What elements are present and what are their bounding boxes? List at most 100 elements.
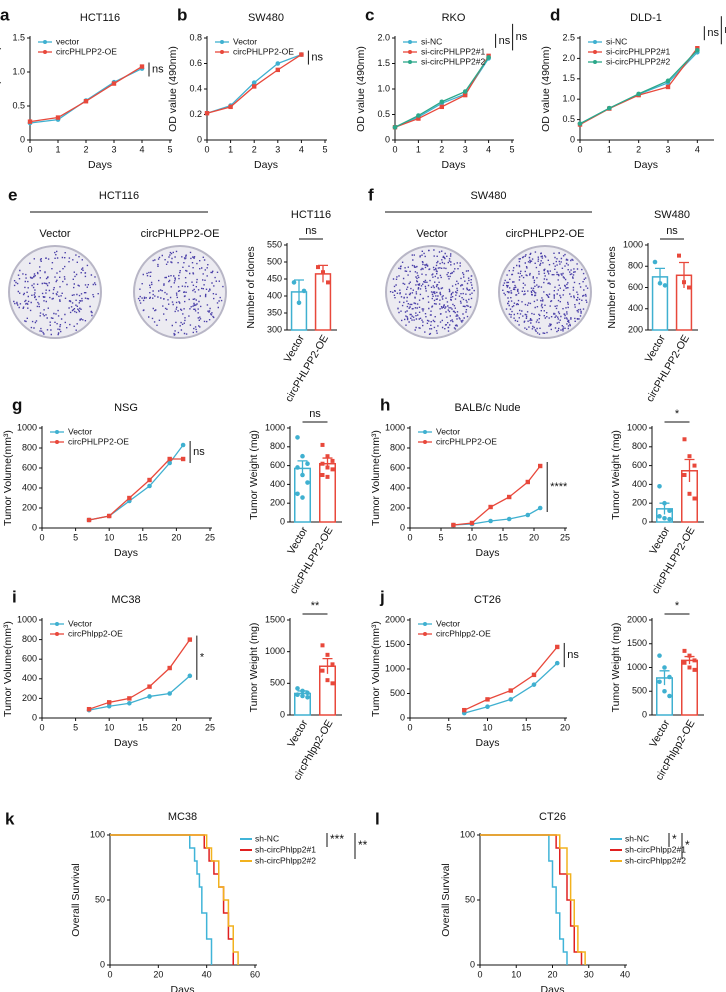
- y-tick-label: 800: [632, 441, 647, 451]
- significance-label: ns: [516, 31, 528, 43]
- point: [682, 280, 686, 285]
- x-axis-label: Days: [114, 737, 138, 749]
- y-tick-label: 800: [270, 441, 285, 451]
- point: [662, 665, 667, 670]
- legend-label: Vector: [68, 426, 92, 436]
- significance-label: *: [685, 838, 690, 852]
- y-tick-label: 600: [270, 460, 285, 470]
- point: [86, 517, 92, 523]
- legend-marker: [408, 60, 412, 64]
- legend-marker: [220, 40, 224, 44]
- x-tick-label: 3: [463, 144, 468, 154]
- x-tick-label: 15: [138, 722, 148, 732]
- y-tick-label: 2.5: [562, 32, 575, 42]
- legend-label: circPHLPP2-OE: [68, 436, 129, 446]
- x-axis-label: Days: [88, 159, 112, 171]
- significance-label: ns: [311, 51, 323, 63]
- chart-title: NSG: [114, 402, 138, 414]
- y-axis-label: Tumor Volume(mm³): [2, 621, 14, 717]
- point: [330, 467, 335, 472]
- image-label: Vector: [416, 228, 448, 240]
- legend-label: circPHLPP2-OE: [56, 46, 117, 56]
- point: [167, 460, 172, 466]
- y-tick-label: 1000: [385, 422, 405, 432]
- x-tick-label: 3: [665, 144, 670, 154]
- point: [127, 495, 132, 501]
- point: [147, 477, 152, 483]
- x-tick-label: 10: [104, 722, 114, 732]
- point: [662, 515, 667, 521]
- x-tick-label: 1: [607, 144, 612, 154]
- point: [147, 684, 152, 689]
- significance-label: *: [672, 832, 677, 846]
- legend-marker: [55, 632, 59, 636]
- point: [147, 694, 152, 699]
- point: [325, 474, 330, 479]
- legend-label: sh-NC: [625, 833, 649, 843]
- point: [554, 660, 560, 666]
- y-tick-label: 0: [280, 709, 285, 719]
- point: [320, 473, 325, 477]
- x-tick-label: 4: [139, 144, 144, 154]
- point: [301, 288, 307, 294]
- panel-letter: l: [375, 809, 380, 828]
- legend-marker: [593, 60, 597, 64]
- point: [687, 285, 691, 290]
- y-axis-label: Number of clones: [245, 246, 257, 328]
- x-tick-label: 10: [467, 532, 477, 542]
- point: [325, 652, 330, 657]
- x-tick-label: 3: [275, 144, 280, 154]
- legend-label: sh-circPhlpp2#1: [255, 844, 316, 854]
- x-tick-label: 10: [482, 722, 492, 732]
- point: [692, 463, 697, 468]
- point: [320, 442, 325, 447]
- significance-label: *: [200, 652, 205, 664]
- point: [662, 500, 667, 506]
- x-tick-label: 20: [153, 969, 163, 979]
- x-tick-label: 5: [322, 144, 327, 154]
- panel-letter: a: [0, 5, 10, 24]
- point: [416, 113, 421, 118]
- y-tick-label: 200: [632, 498, 647, 508]
- legend-marker: [593, 50, 597, 54]
- y-axis-label: Tumor Volume(mm³): [370, 621, 382, 717]
- point: [577, 121, 583, 126]
- y-tick-label: 2000: [627, 614, 647, 624]
- x-tick-label: 0: [577, 144, 582, 154]
- series-line: [394, 58, 490, 128]
- point: [636, 91, 641, 97]
- y-axis-label: Tumor Volume(mm³): [370, 430, 382, 526]
- legend-marker: [423, 430, 427, 434]
- legend-label: sh-circPhlpp2#2: [625, 855, 686, 865]
- x-axis-label: Days: [541, 984, 565, 992]
- x-tick-label: 10: [104, 532, 114, 542]
- point: [488, 518, 493, 524]
- significance-label: *: [675, 600, 680, 612]
- point: [508, 697, 514, 702]
- point: [204, 111, 210, 116]
- point: [330, 458, 335, 463]
- chart-title: MC38: [111, 594, 140, 606]
- point: [657, 679, 662, 685]
- y-tick-label: 350: [267, 307, 282, 317]
- legend-label: Vector: [436, 618, 460, 628]
- point: [180, 456, 186, 462]
- legend-label: vector: [56, 36, 79, 46]
- image-title: HCT116: [99, 190, 139, 202]
- y-tick-label: 600: [390, 462, 405, 472]
- point: [299, 52, 304, 57]
- x-tick-label: 2: [636, 144, 641, 154]
- point: [682, 660, 687, 665]
- point: [682, 648, 687, 653]
- x-tick-label: 25: [560, 532, 570, 542]
- x-tick-label: 20: [171, 532, 181, 542]
- point: [325, 678, 330, 683]
- point: [667, 508, 672, 514]
- x-tick-label: 30: [584, 969, 594, 979]
- y-tick-label: 500: [632, 686, 647, 696]
- y-tick-label: 0.5: [562, 114, 575, 124]
- significance-label: **: [358, 838, 368, 852]
- y-tick-label: 1000: [627, 422, 647, 432]
- point: [652, 259, 658, 265]
- point: [305, 694, 310, 700]
